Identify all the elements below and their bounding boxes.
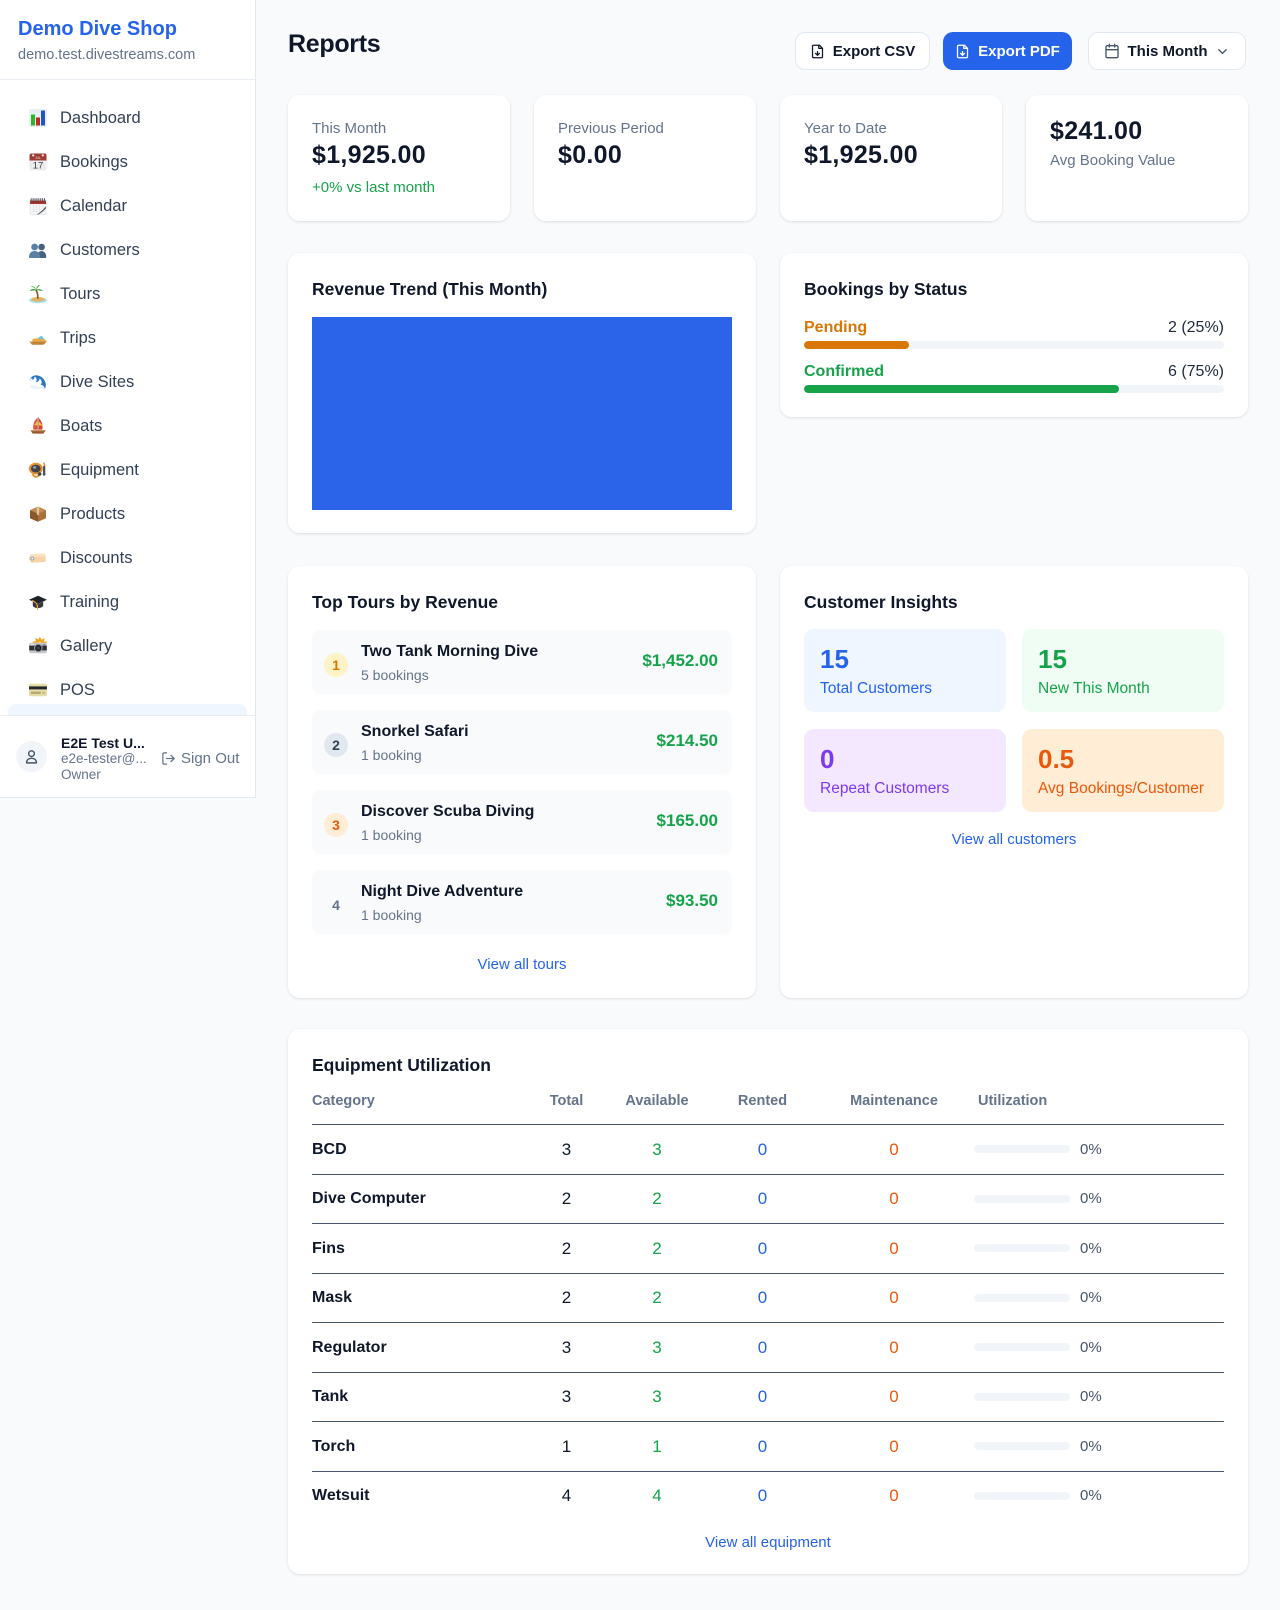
svg-text:JUL: JUL: [35, 156, 41, 160]
svg-text:17: 17: [33, 161, 44, 172]
